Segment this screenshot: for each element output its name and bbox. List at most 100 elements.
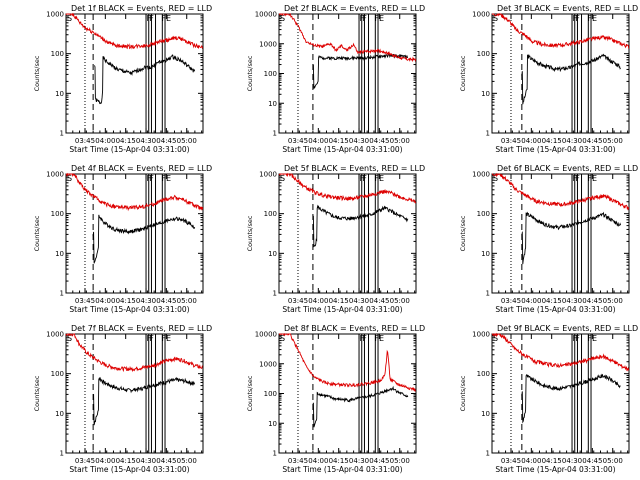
lld-series-line bbox=[279, 333, 416, 392]
y-tick-label: 1 bbox=[486, 450, 490, 458]
x-axis-label: Start Time (15-Apr-04 03:31:00) bbox=[495, 465, 615, 474]
y-tick-label: 10 bbox=[55, 250, 64, 258]
x-tick-label: 05:00 bbox=[177, 137, 197, 145]
lld-series-line bbox=[66, 172, 204, 212]
chart-panel-8: Det 8f BLACK = Events, RED = LLD 1 10 100 10… bbox=[246, 324, 425, 474]
events-series-line bbox=[521, 211, 622, 265]
marker-label-f: F bbox=[147, 334, 152, 343]
x-tick-label: 04:45 bbox=[582, 457, 602, 465]
chart-title: Det 2f BLACK = Events, RED = LLD bbox=[284, 4, 425, 13]
x-tick-label: 04:30 bbox=[349, 137, 369, 145]
x-tick-label: 05:00 bbox=[177, 457, 197, 465]
chart-title: Det 6f BLACK = Events, RED = LLD bbox=[497, 164, 638, 173]
x-tick-label: 04:15 bbox=[542, 457, 562, 465]
x-tick-label: 04:30 bbox=[136, 457, 156, 465]
marker-label-e: E bbox=[592, 14, 597, 23]
y-tick-label: 1000 bbox=[46, 11, 64, 19]
marker-label-s: S bbox=[493, 174, 498, 183]
marker-label-f: F bbox=[147, 14, 152, 23]
chart-title: Det 7f BLACK = Events, RED = LLD bbox=[71, 324, 212, 333]
plot-frame bbox=[65, 173, 204, 294]
y-tick-label: 1000 bbox=[259, 360, 277, 368]
marker-label-s: S bbox=[280, 174, 285, 183]
x-tick-label: 03:45 bbox=[75, 137, 95, 145]
events-series-line bbox=[312, 53, 409, 89]
x-tick-label: 04:00 bbox=[95, 137, 115, 145]
y-tick-label: 100 bbox=[264, 70, 277, 78]
y-axis-label: Counts/sec bbox=[246, 55, 254, 91]
y-axis-label: Counts/sec bbox=[246, 215, 254, 251]
marker-label-f: F bbox=[575, 174, 580, 183]
x-tick-label: 04:00 bbox=[521, 297, 541, 305]
y-tick-label: 1000 bbox=[472, 11, 490, 19]
y-tick-label: 100 bbox=[51, 370, 64, 378]
x-tick-label: 04:15 bbox=[329, 297, 349, 305]
x-tick-label: 03:45 bbox=[501, 137, 521, 145]
marker-label-f: F bbox=[573, 334, 578, 343]
marker-label-f: F bbox=[149, 14, 154, 23]
events-series-line bbox=[521, 373, 621, 424]
chart-panel-4: Det 4f BLACK = Events, RED = LLD 1 10 100 10… bbox=[33, 164, 212, 314]
marker-label-e: E bbox=[379, 334, 384, 343]
y-axis-label: Counts/sec bbox=[33, 215, 41, 251]
x-tick-label: 05:00 bbox=[603, 137, 623, 145]
x-tick-label: 04:45 bbox=[582, 297, 602, 305]
y-axis-label: Counts/sec bbox=[246, 375, 254, 411]
y-tick-label: 100 bbox=[477, 50, 490, 58]
y-tick-label: 100 bbox=[264, 390, 277, 398]
marker-label-f: F bbox=[149, 174, 154, 183]
x-tick-label: 05:00 bbox=[390, 297, 410, 305]
x-tick-label: 03:45 bbox=[288, 457, 308, 465]
y-axis-label: Counts/sec bbox=[33, 55, 41, 91]
x-tick-label: 05:00 bbox=[603, 297, 623, 305]
events-series-line bbox=[312, 385, 409, 428]
y-tick-label: 1 bbox=[273, 130, 277, 138]
events-series-line bbox=[521, 53, 621, 105]
y-tick-label: 1000 bbox=[259, 171, 277, 179]
x-tick-label: 04:30 bbox=[562, 137, 582, 145]
marker-label-f: F bbox=[362, 174, 367, 183]
x-tick-label: 04:30 bbox=[562, 457, 582, 465]
x-tick-label: 05:00 bbox=[603, 457, 623, 465]
x-tick-label: 04:00 bbox=[521, 137, 541, 145]
x-tick-label: 03:45 bbox=[288, 297, 308, 305]
marker-label-f: F bbox=[147, 174, 152, 183]
marker-label-s: S bbox=[493, 14, 498, 23]
x-tick-label: 05:00 bbox=[390, 137, 410, 145]
lld-series-line bbox=[491, 12, 630, 49]
x-tick-label: 04:00 bbox=[308, 297, 328, 305]
x-tick-label: 04:15 bbox=[116, 137, 136, 145]
x-axis-label: Start Time (15-Apr-04 03:31:00) bbox=[495, 145, 615, 154]
marker-label-f: F bbox=[149, 334, 154, 343]
y-tick-label: 1 bbox=[273, 290, 277, 298]
chart-title: Det 5f BLACK = Events, RED = LLD bbox=[284, 164, 425, 173]
x-tick-label: 04:45 bbox=[156, 457, 176, 465]
marker-label-f: F bbox=[374, 14, 379, 23]
marker-label-s: S bbox=[280, 334, 285, 343]
events-series-line bbox=[94, 54, 196, 105]
y-tick-label: 1 bbox=[60, 130, 64, 138]
y-tick-label: 10 bbox=[481, 410, 490, 418]
y-tick-label: 10 bbox=[268, 420, 277, 428]
plot-frame bbox=[65, 333, 204, 454]
chart-title: Det 1f BLACK = Events, RED = LLD bbox=[71, 4, 212, 13]
x-tick-label: 04:15 bbox=[542, 137, 562, 145]
marker-label-s: S bbox=[67, 14, 72, 23]
marker-label-e: E bbox=[166, 334, 171, 343]
chart-panel-1: Det 1f BLACK = Events, RED = LLD 1 10 100 10… bbox=[33, 4, 212, 154]
plot-frame bbox=[491, 13, 630, 134]
x-tick-label: 04:45 bbox=[156, 137, 176, 145]
marker-label-e: E bbox=[379, 14, 384, 23]
y-tick-label: 1000 bbox=[259, 40, 277, 48]
marker-label-e: E bbox=[166, 14, 171, 23]
x-tick-label: 03:45 bbox=[75, 297, 95, 305]
x-tick-label: 04:15 bbox=[329, 137, 349, 145]
events-series-line bbox=[92, 214, 196, 264]
marker-label-f: F bbox=[360, 174, 365, 183]
marker-label-e: E bbox=[592, 174, 597, 183]
marker-label-f: F bbox=[374, 334, 379, 343]
y-tick-label: 10 bbox=[481, 250, 490, 258]
marker-label-f: F bbox=[360, 334, 365, 343]
x-tick-label: 04:45 bbox=[582, 137, 602, 145]
